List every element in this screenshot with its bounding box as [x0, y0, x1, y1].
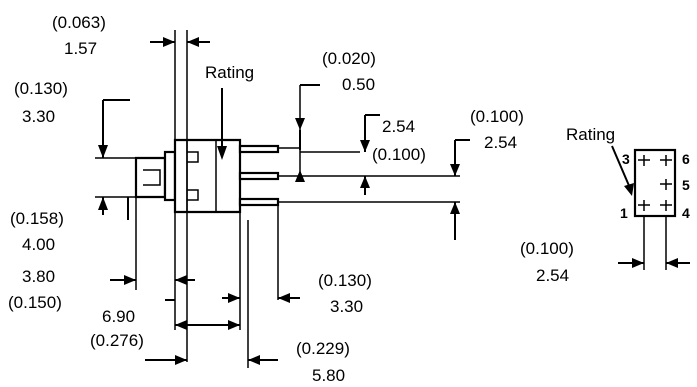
dim-7-in: (0.130) — [318, 271, 372, 290]
dim-6-in: (0.229) — [296, 339, 350, 358]
dim-11-mm: 2.54 — [536, 266, 569, 285]
bushing — [163, 150, 177, 202]
pin-layout-view — [611, 145, 690, 270]
dim-9-in: (0.100) — [372, 145, 426, 164]
actuator-inner — [143, 169, 161, 186]
dimension-labels: (0.063) 1.57 (0.130) 3.30 (0.158) 4.00 3… — [8, 13, 690, 385]
pin-3: 3 — [622, 151, 630, 167]
rating-label-top: Rating — [566, 125, 615, 144]
terminal-top — [238, 144, 280, 154]
dim-2-mm: 3.30 — [22, 107, 55, 126]
dim-8-mm: 0.50 — [342, 75, 375, 94]
dim-1-mm: 1.57 — [64, 39, 97, 58]
pin-5: 5 — [682, 177, 690, 193]
dim-7-mm: 3.30 — [330, 297, 363, 316]
dimension-lines — [95, 30, 470, 368]
rating-label-side: Rating — [205, 63, 254, 82]
dim-5-mm: 6.90 — [102, 307, 135, 326]
terminal-bot — [238, 197, 280, 207]
dim-4-in: (0.150) — [8, 293, 62, 312]
housing — [173, 138, 242, 214]
pin-6: 6 — [682, 151, 690, 167]
dim-3-in: (0.158) — [10, 209, 64, 228]
dim-11-in: (0.100) — [520, 239, 574, 258]
dim-10-in: (0.100) — [470, 107, 524, 126]
pin-4: 4 — [682, 205, 690, 221]
terminal-mid — [238, 171, 280, 181]
pin-1: 1 — [620, 205, 628, 221]
dim-1-in: (0.063) — [52, 13, 106, 32]
dim-4-mm: 3.80 — [22, 267, 55, 286]
dim-8-in: (0.020) — [322, 49, 376, 68]
dim-3-mm: 4.00 — [22, 235, 55, 254]
dim-2-in: (0.130) — [14, 79, 68, 98]
dim-9-mm: 2.54 — [382, 117, 415, 136]
dim-6-mm: 5.80 — [312, 366, 345, 385]
dim-5-in: (0.276) — [90, 331, 144, 350]
switch-side-view — [134, 88, 280, 214]
dim-10-mm: 2.54 — [484, 133, 517, 152]
